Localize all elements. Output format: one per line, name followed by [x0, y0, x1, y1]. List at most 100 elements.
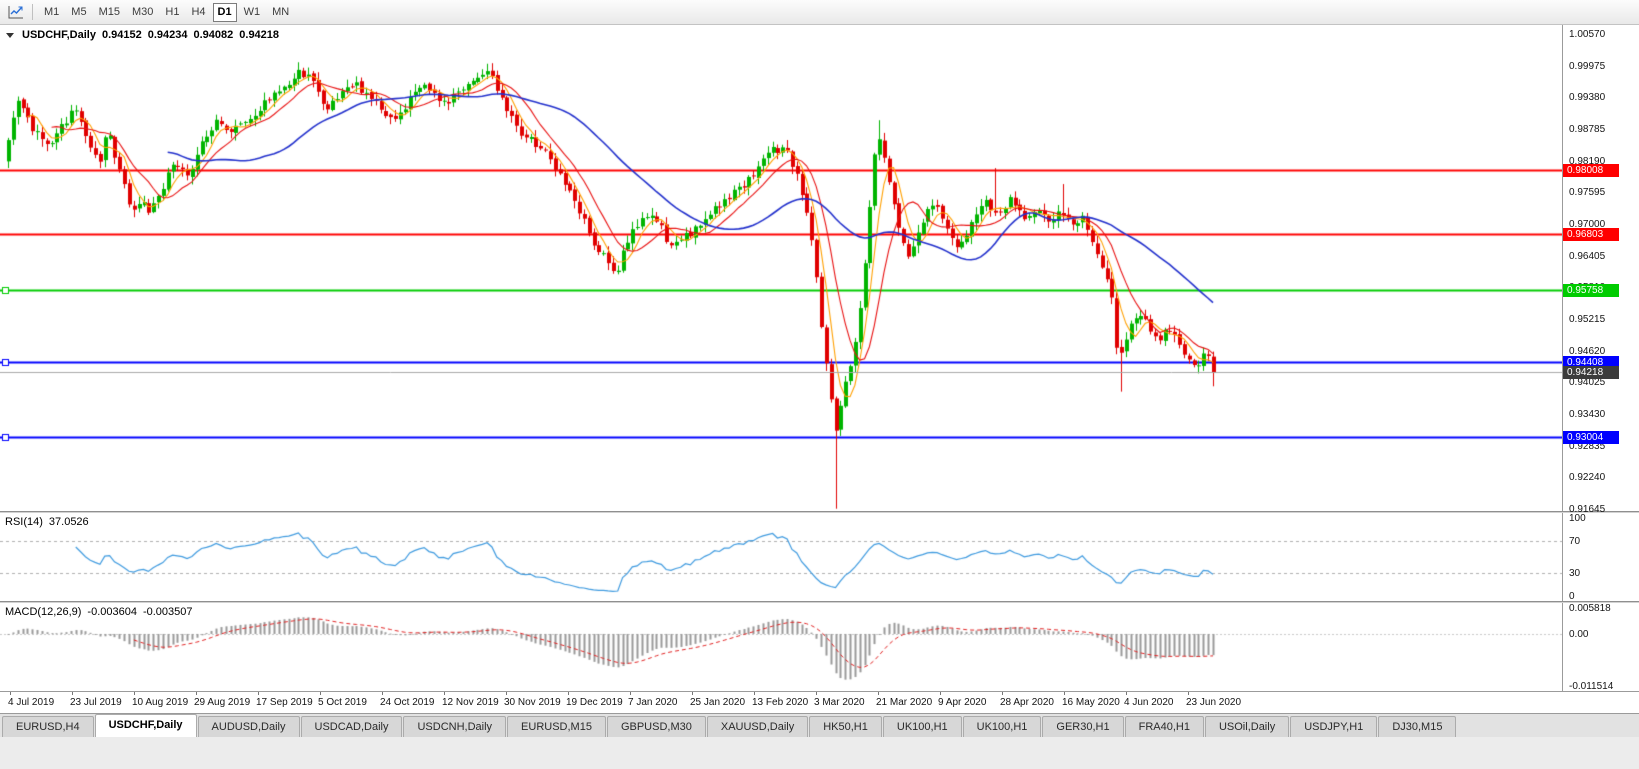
macd-chart-canvas[interactable]	[0, 603, 1562, 691]
current-price-label: 0.94218	[1563, 366, 1619, 380]
time-axis-tick	[816, 692, 817, 695]
macd-axis-label: 0.00	[1569, 628, 1589, 640]
price-axis-label: 0.91645	[1569, 503, 1606, 515]
time-axis-label: 17 Sep 2019	[256, 697, 313, 708]
time-axis-tick	[506, 692, 507, 695]
toolbar-separator	[32, 4, 33, 20]
panel-divider[interactable]	[0, 511, 1639, 513]
macd-indicator-label: MACD(12,26,9) -0.003604 -0.003507	[5, 606, 193, 618]
toolbar: M1 M5 M15 M30 H1 H4 D1 W1 MN	[0, 0, 1639, 25]
time-axis-label: 4 Jul 2019	[8, 697, 55, 708]
rsi-name: RSI(14)	[5, 516, 43, 528]
rsi-indicator-label: RSI(14) 37.0526	[5, 516, 89, 528]
statusbar-filler	[0, 737, 1639, 769]
chart-tab-audusd-daily[interactable]: AUDUSD,Daily	[197, 716, 300, 737]
chart-tab-usdcad-daily[interactable]: USDCAD,Daily	[300, 716, 403, 737]
timeframe-button-m1[interactable]: M1	[44, 5, 60, 18]
time-axis-tick	[692, 692, 693, 695]
time-axis-tick	[72, 692, 73, 695]
price-axis-label: 0.96405	[1569, 250, 1606, 262]
time-axis-label: 24 Oct 2019	[380, 697, 435, 708]
hline-price-label: 0.95758	[1563, 284, 1619, 298]
panel-divider[interactable]	[0, 601, 1639, 603]
macd-axis[interactable]: 0.005818 0.00 -0.011514	[1562, 602, 1639, 692]
timeframe-button-h4[interactable]: H4	[191, 5, 206, 18]
chart-tab-usdchf-daily[interactable]: USDCHF,Daily	[94, 714, 197, 737]
chart-tab-eurusd-h4[interactable]: EURUSD,H4	[2, 716, 94, 737]
time-axis-tick	[1002, 692, 1003, 695]
chart-title: USDCHF,Daily 0.94152 0.94234 0.94082 0.9…	[6, 29, 279, 41]
price-axis-label: 0.93430	[1569, 408, 1606, 420]
price-axis-label: 0.98785	[1569, 123, 1606, 135]
macd-name: MACD(12,26,9)	[5, 606, 82, 618]
chart-tab-ger30-h1[interactable]: GER30,H1	[1042, 716, 1124, 737]
time-axis-tick	[320, 692, 321, 695]
timeframe-button-group: M1 M5 M15 M30 H1 H4 D1 W1 MN	[38, 2, 295, 22]
rsi-axis-label: 30	[1569, 567, 1581, 579]
time-axis-tick	[630, 692, 631, 695]
chart-tab-eurusd-m15[interactable]: EURUSD,M15	[507, 716, 606, 737]
timeframe-button-d1[interactable]: D1	[212, 2, 237, 22]
time-axis-tick	[1064, 692, 1065, 695]
time-axis-label: 4 Jun 2020	[1124, 697, 1174, 708]
price-axis-label: 0.97595	[1569, 187, 1606, 199]
ohlc-open: 0.94152	[101, 29, 142, 41]
time-axis-label: 13 Feb 2020	[752, 697, 809, 708]
macd-axis-label: 0.005818	[1569, 602, 1611, 614]
hline-price-label: 0.98008	[1563, 164, 1619, 178]
time-axis-tick	[258, 692, 259, 695]
rsi-axis[interactable]: 100 70 30 0	[1562, 513, 1639, 602]
chart-cursor-icon[interactable]	[5, 3, 27, 21]
time-axis-label: 16 May 2020	[1062, 697, 1120, 708]
time-axis-label: 29 Aug 2019	[194, 697, 251, 708]
chart-tab-bar: EURUSD,H4 USDCHF,Daily AUDUSD,Daily USDCAD,…	[0, 713, 1639, 737]
hline-price-label: 0.93004	[1563, 430, 1619, 444]
macd-signal-value: -0.003507	[142, 606, 193, 618]
chart-tab-dj30-m15[interactable]: DJ30,M15	[1378, 716, 1457, 737]
timeframe-button-m5[interactable]: M5	[71, 5, 87, 18]
chart-tab-hk50-h1[interactable]: HK50,H1	[809, 716, 882, 737]
time-axis-label: 28 Apr 2020	[1000, 697, 1054, 708]
timeframe-button-m15[interactable]: M15	[98, 5, 120, 18]
time-axis-label: 19 Dec 2019	[566, 697, 623, 708]
chart-tab-fra40-h1[interactable]: FRA40,H1	[1124, 716, 1204, 737]
time-axis-tick	[940, 692, 941, 695]
rsi-value: 37.0526	[48, 516, 89, 528]
price-axis-label: 0.99975	[1569, 60, 1606, 72]
timeframe-button-mn[interactable]: MN	[272, 5, 290, 18]
time-axis-tick	[134, 692, 135, 695]
chart-tab-uk100-h1[interactable]: UK100,H1	[882, 716, 962, 737]
price-axis-label: 1.00570	[1569, 28, 1606, 40]
time-axis-label: 3 Mar 2020	[814, 697, 865, 708]
ohlc-low: 0.94082	[193, 29, 234, 41]
timeframe-button-m30[interactable]: M30	[131, 5, 154, 18]
price-axis-label: 0.99380	[1569, 92, 1606, 104]
hline-price-label: 0.96803	[1563, 228, 1619, 242]
time-axis-tick	[568, 692, 569, 695]
time-axis-label: 9 Apr 2020	[938, 697, 987, 708]
chart-tab-usoil-daily[interactable]: USOil,Daily	[1204, 716, 1290, 737]
chart-workspace: USDCHF,Daily 0.94152 0.94234 0.94082 0.9…	[0, 25, 1639, 713]
time-axis-label: 23 Jun 2020	[1186, 697, 1242, 708]
rsi-chart-canvas[interactable]	[0, 513, 1562, 601]
time-axis-label: 23 Jul 2019	[70, 697, 122, 708]
price-axis[interactable]: 1.00570 0.99975 0.99380 0.98785 0.98190 0.975…	[1562, 25, 1639, 515]
chart-tab-gbpusd-m30[interactable]: GBPUSD,M30	[606, 716, 706, 737]
price-chart-canvas[interactable]	[0, 25, 1562, 511]
chart-tab-uk100-h1[interactable]: UK100,H1	[962, 716, 1042, 737]
chart-symbol-label: USDCHF,Daily	[22, 29, 96, 41]
timeframe-button-h1[interactable]: H1	[165, 5, 180, 18]
price-axis-label: 0.94620	[1569, 345, 1606, 357]
time-axis-label: 10 Aug 2019	[132, 697, 189, 708]
time-axis-tick	[754, 692, 755, 695]
time-axis-tick	[196, 692, 197, 695]
timeframe-button-w1[interactable]: W1	[243, 5, 261, 18]
time-axis[interactable]: 4 Jul 2019 23 Jul 2019 10 Aug 2019 29 Aug 2…	[0, 691, 1639, 713]
chart-tab-xauusd-daily[interactable]: XAUUSD,Daily	[706, 716, 809, 737]
chart-tab-usdcnh-daily[interactable]: USDCNH,Daily	[403, 716, 507, 737]
price-axis-label: 0.92240	[1569, 472, 1606, 484]
chart-tab-usdjpy-h1[interactable]: USDJPY,H1	[1290, 716, 1378, 737]
time-axis-tick	[878, 692, 879, 695]
ohlc-close: 0.94218	[239, 29, 280, 41]
